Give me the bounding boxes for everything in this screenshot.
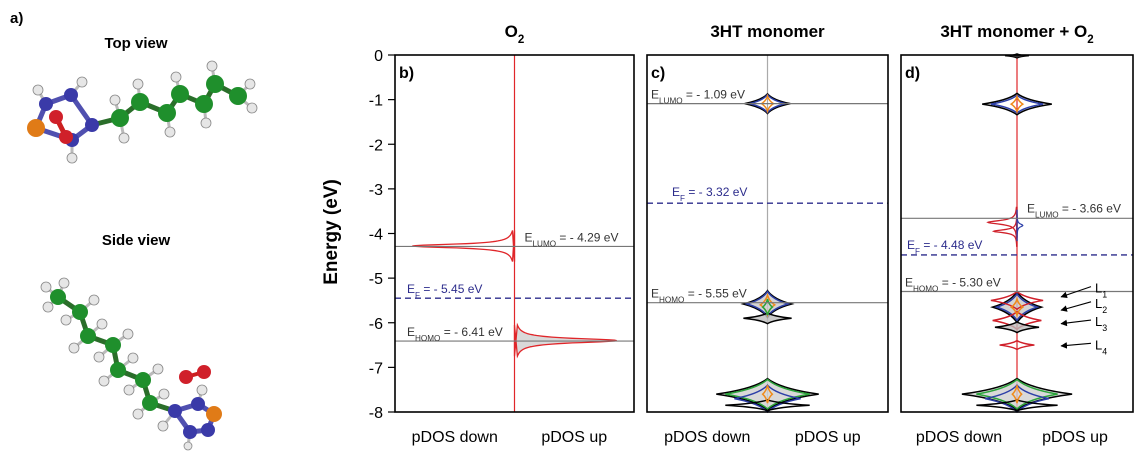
y-tick-label: 0 xyxy=(374,48,383,65)
dos-feature xyxy=(761,385,774,404)
panel-c-3ht-pdos: 3HT monomer c) pDOS down pDOS up ELUMO = - 1… xyxy=(646,22,889,446)
dos-feature xyxy=(725,378,810,410)
energy-level-label: EF = - 5.45 eV xyxy=(407,282,482,300)
y-tick-label: -5 xyxy=(369,271,383,288)
x-label-down: pDOS down xyxy=(916,429,1002,446)
energy-level-label: ELUMO = - 4.29 eV xyxy=(525,230,619,248)
energy-level-label: EHOMO = - 6.41 eV xyxy=(407,325,503,343)
y-tick-label: -3 xyxy=(369,182,383,199)
panel-frame xyxy=(646,54,889,413)
dos-feature xyxy=(761,298,774,316)
energy-level-label: ELUMO = - 1.09 eV xyxy=(651,88,745,106)
level-label: L2 xyxy=(1095,296,1107,315)
dos-feature xyxy=(999,339,1035,351)
level-label: L4 xyxy=(1095,337,1107,356)
molecule-top-view-illustration xyxy=(27,60,258,164)
dos-peak xyxy=(1016,209,1024,242)
panel-title: 3HT monomer + O2 xyxy=(940,22,1093,46)
panel-title: 3HT monomer xyxy=(710,22,825,41)
panel-title: O2 xyxy=(505,22,525,46)
side-view-title: Side view xyxy=(102,232,171,249)
level-arrow xyxy=(1060,286,1092,299)
energy-level-label: EHOMO = - 5.30 eV xyxy=(905,276,1001,294)
panel-a-label: a) xyxy=(10,10,23,27)
molecule-side-view-illustration xyxy=(40,277,222,451)
y-axis: 0 -1 -2 -3 -4 -5 -6 -7 -8 xyxy=(369,48,395,422)
dos-feature xyxy=(743,312,792,325)
y-axis-label: Energy (eV) xyxy=(321,179,342,285)
y-tick-label: -2 xyxy=(369,137,383,154)
x-label-up: pDOS up xyxy=(795,429,861,446)
panel-frame xyxy=(394,54,635,413)
panel-letter: b) xyxy=(399,65,414,82)
dos-feature xyxy=(725,399,810,412)
panel-d-3ht-o2-pdos: 3HT monomer + O2 d) pDOS down pDOS up ELUMO … xyxy=(900,22,1134,446)
dos-peak xyxy=(412,230,516,262)
energy-level-label: EHOMO = - 5.55 eV xyxy=(651,287,747,305)
y-tick-label: -7 xyxy=(369,360,383,377)
energy-level-label: EF = - 3.32 eV xyxy=(672,185,747,203)
level-label: L3 xyxy=(1095,314,1107,333)
dos-feature xyxy=(976,378,1058,410)
x-label-up: pDOS up xyxy=(541,429,607,446)
dos-peak xyxy=(986,206,1018,239)
energy-level-label: ELUMO = - 3.66 eV xyxy=(1027,201,1121,219)
y-tick-label: -1 xyxy=(369,93,383,110)
energy-level-label: EF = - 4.48 eV xyxy=(907,238,982,256)
dos-feature xyxy=(759,93,776,114)
level-arrow xyxy=(1060,301,1092,312)
x-label-down: pDOS down xyxy=(412,429,498,446)
dos-feature xyxy=(1009,93,1025,115)
panel-frame xyxy=(900,54,1134,413)
dos-feature xyxy=(994,320,1040,334)
level-arrow xyxy=(1060,342,1092,349)
panel-letter: d) xyxy=(905,65,920,82)
y-tick-label: -6 xyxy=(369,316,383,333)
dos-feature xyxy=(976,399,1058,412)
y-tick-label: -8 xyxy=(369,405,383,422)
dos-feature xyxy=(1011,385,1023,404)
x-label-up: pDOS up xyxy=(1042,429,1108,446)
dos-feature xyxy=(990,290,1044,311)
top-view-title: Top view xyxy=(104,35,167,52)
level-arrow xyxy=(1060,319,1092,327)
level-label: L1 xyxy=(1095,281,1107,300)
dos-feature xyxy=(990,290,1044,325)
panel-letter: c) xyxy=(651,65,665,82)
dos-feature xyxy=(982,92,1052,116)
dos-feature xyxy=(1009,296,1025,318)
panel-b-o2-pdos: O2 b) pDOS down pDOS up ELUMO = - 4.29 eV EF … xyxy=(394,22,635,446)
x-label-down: pDOS down xyxy=(664,429,750,446)
y-tick-label: -4 xyxy=(369,227,383,244)
